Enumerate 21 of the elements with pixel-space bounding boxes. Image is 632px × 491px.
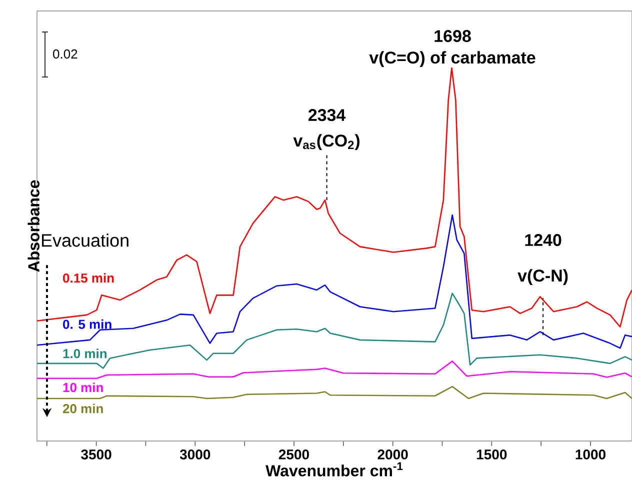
x-tick-label: 3000 <box>180 450 210 460</box>
text: 1698 <box>434 30 471 42</box>
x-tick-label: 2500 <box>278 450 309 460</box>
annotation: 1240 <box>525 234 562 246</box>
annotation: 2334 <box>308 109 346 122</box>
y-axis-title: Absorbance <box>28 180 40 272</box>
annotation: Evacuation <box>42 234 128 247</box>
x-tick-label: 3500 <box>81 450 112 460</box>
x-tick-label: 1500 <box>476 450 507 460</box>
x-tick-label: 1000 <box>576 450 606 460</box>
series-label: 1.0 min <box>63 348 106 358</box>
series-label: 0.15 min <box>63 273 114 283</box>
x-tick-label: 2000 <box>378 450 408 460</box>
text: 0.02 <box>53 49 78 59</box>
annotation: v$_{as}$(CO$_{2}$) <box>293 134 360 150</box>
annotation: v(C-N) <box>518 269 568 286</box>
series-label: 20 min <box>62 404 103 414</box>
x-axis-title: Wavenumber cm$^{-1}$ <box>266 462 403 476</box>
series-label: 0. 5 min <box>63 319 112 329</box>
series-label: 10 min <box>63 382 103 392</box>
annotation: v(C=O) of carbamate <box>369 51 536 67</box>
